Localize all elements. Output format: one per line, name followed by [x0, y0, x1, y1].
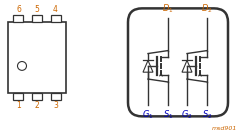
Text: msd901: msd901	[212, 126, 237, 131]
FancyBboxPatch shape	[128, 8, 228, 116]
Bar	[8, 22, 66, 93]
Text: 3: 3	[53, 101, 58, 110]
Text: $G_2$: $G_2$	[181, 109, 193, 121]
Bar	[13, 15, 24, 22]
Text: 2: 2	[35, 101, 39, 110]
Text: 1: 1	[16, 101, 21, 110]
Text: $S_2$: $S_2$	[202, 109, 212, 121]
Bar	[32, 93, 42, 100]
Text: $D_1$: $D_1$	[162, 3, 174, 15]
Text: $D_2$: $D_2$	[201, 3, 213, 15]
Bar	[13, 93, 24, 100]
Text: $G_1$: $G_1$	[142, 109, 154, 121]
Text: 6: 6	[16, 5, 21, 14]
Text: 4: 4	[53, 5, 58, 14]
Text: 5: 5	[35, 5, 39, 14]
Text: $S_1$: $S_1$	[163, 109, 173, 121]
Polygon shape	[182, 60, 192, 72]
Bar	[32, 15, 42, 22]
Bar	[51, 15, 60, 22]
Circle shape	[18, 62, 26, 70]
Polygon shape	[143, 60, 153, 72]
Bar	[51, 93, 60, 100]
